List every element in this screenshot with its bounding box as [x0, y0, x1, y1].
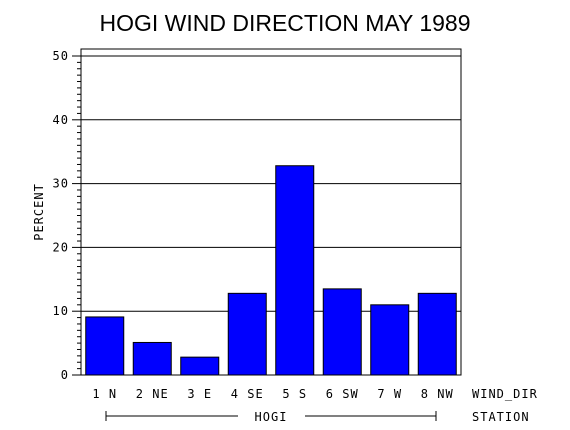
y-tick-label: 40 — [53, 113, 69, 127]
bars — [85, 165, 457, 376]
gridlines — [81, 55, 461, 312]
x-tick-label: 2 NE — [136, 387, 169, 401]
y-axis-tick-labels: 0 10 20 30 40 50 — [53, 49, 69, 382]
x-tick-label: 5 S — [282, 387, 307, 401]
bar-7 — [370, 304, 410, 376]
bar-3 — [180, 356, 220, 376]
chart-title: HOGI WIND DIRECTION MAY 1989 — [99, 10, 470, 36]
x-tick-label: 1 N — [92, 387, 117, 401]
x-tick-label: 6 SW — [326, 387, 359, 401]
y-tick-label: 30 — [53, 177, 69, 191]
x-tick-label: 7 W — [377, 387, 402, 401]
y-tick-label: 10 — [53, 304, 69, 318]
group-label: HOGI — [255, 410, 288, 424]
y-tick-label: 50 — [53, 49, 69, 63]
bar-1 — [85, 316, 125, 376]
x-axis-tick-labels: 1 N 2 NE 3 E 4 SE 5 S 6 SW 7 W 8 NW — [92, 387, 454, 401]
bar-4 — [227, 292, 267, 376]
group-bracket — [105, 411, 437, 421]
y-tick-label: 0 — [61, 368, 69, 382]
x-tick-label: 3 E — [187, 387, 212, 401]
group-axis-label: STATION — [472, 410, 530, 424]
y-axis-label: PERCENT — [32, 183, 46, 241]
bar-8 — [417, 292, 457, 376]
x-axis-label: WIND_DIR — [472, 387, 538, 401]
y-tick-label: 20 — [53, 240, 69, 254]
y-axis-ticks — [72, 55, 81, 376]
x-tick-label: 4 SE — [231, 387, 264, 401]
bar-6 — [322, 288, 362, 376]
x-tick-label: 8 NW — [421, 387, 454, 401]
plot-frame — [80, 48, 462, 376]
bar-2 — [132, 341, 172, 376]
bar-5 — [275, 165, 315, 376]
